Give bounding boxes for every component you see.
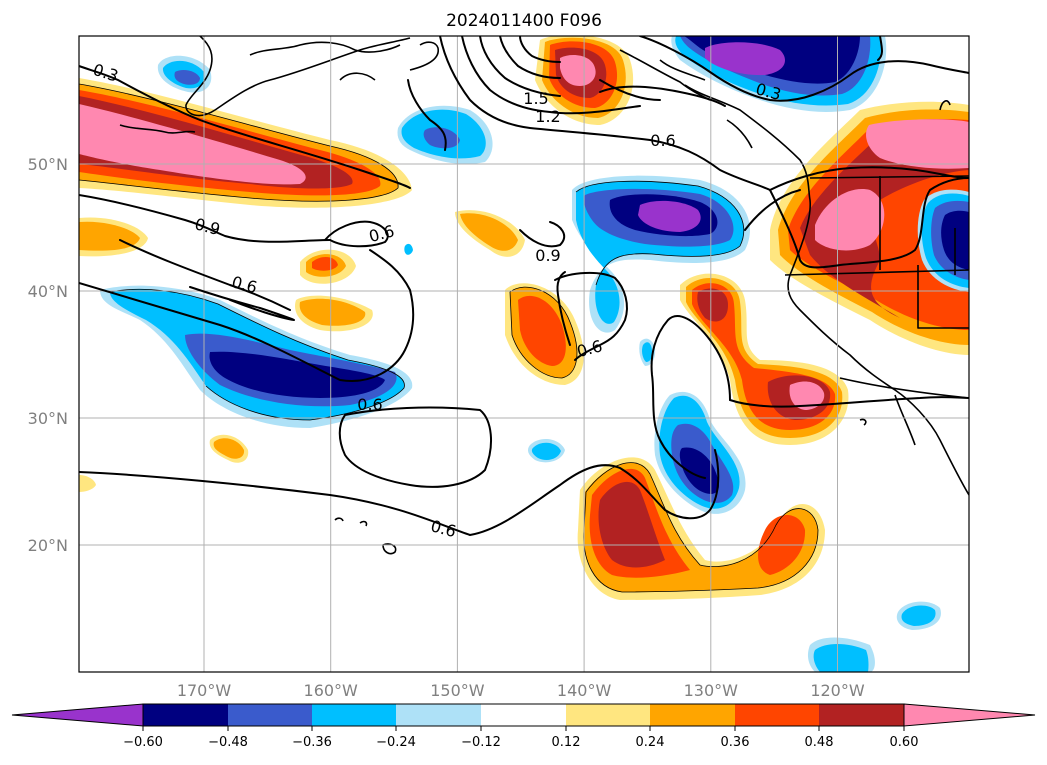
colorbar-segment [143, 704, 228, 726]
contours [79, 36, 969, 536]
lon-tick-label: 120°W [810, 681, 865, 700]
colorbar-max-extension [903, 703, 1036, 727]
positive-anomaly-shading [79, 36, 969, 600]
colorbar-segment [650, 704, 735, 726]
colorbar-segment [819, 704, 904, 726]
colorbar-segment [566, 704, 650, 726]
colorbar-tick-label: −0.60 [123, 735, 163, 750]
colorbar-tick-label: 0.24 [636, 735, 665, 750]
colorbar-tick-label: −0.24 [376, 735, 416, 750]
map-title: 2024011400 F096 [446, 11, 602, 31]
map-frame [78, 35, 970, 673]
lon-tick-label: 170°W [177, 681, 232, 700]
colorbar-tick-label: 0.12 [552, 735, 581, 750]
colorbar-tick-label: −0.48 [208, 735, 248, 750]
colorbar: −0.60 −0.48 −0.36 −0.24 −0.12 0.12 0.24 0.36 0.4… [11, 703, 1036, 750]
longitude-labels: 170°W 160°W 150°W 140°W 130°W 120°W [177, 681, 865, 700]
contour-label: 0.9 [535, 246, 560, 265]
colorbar-segment [735, 704, 819, 726]
colorbar-segment [481, 704, 566, 726]
lat-tick-label: 50°N [28, 155, 68, 174]
lon-tick-label: 160°W [304, 681, 359, 700]
colorbar-tick-label: 0.36 [721, 735, 750, 750]
colorbar-segment [228, 704, 312, 726]
colorbar-segment [396, 704, 481, 726]
colorbar-tick-label: 0.60 [890, 735, 919, 750]
contour-label: 0.6 [650, 131, 675, 150]
colorbar-segment [312, 704, 396, 726]
lat-tick-label: 40°N [28, 282, 68, 301]
coastlines [119, 36, 969, 555]
contour-label: 1.5 [523, 89, 548, 108]
contour-label: 1.2 [535, 107, 560, 126]
colorbar-tick-label: −0.12 [461, 735, 501, 750]
latitude-labels: 50°N 40°N 30°N 20°N [28, 155, 68, 555]
colorbar-min-extension [11, 703, 144, 727]
contour-label: 0.6 [357, 395, 382, 414]
lat-tick-label: 20°N [28, 536, 68, 555]
lon-tick-label: 140°W [557, 681, 612, 700]
map-plot-area: 0.31.51.20.60.9 0.60.60.90.60.60.60.3 [79, 36, 969, 672]
colorbar-tick-label: 0.48 [805, 735, 834, 750]
negative-anomaly-shading [100, 36, 969, 672]
lon-tick-label: 130°W [684, 681, 739, 700]
colorbar-tick-label: −0.36 [292, 735, 332, 750]
lon-tick-label: 150°W [430, 681, 485, 700]
lat-tick-label: 30°N [28, 409, 68, 428]
contour-labels: 0.31.51.20.60.9 0.60.60.90.60.60.60.3 [91, 60, 784, 541]
